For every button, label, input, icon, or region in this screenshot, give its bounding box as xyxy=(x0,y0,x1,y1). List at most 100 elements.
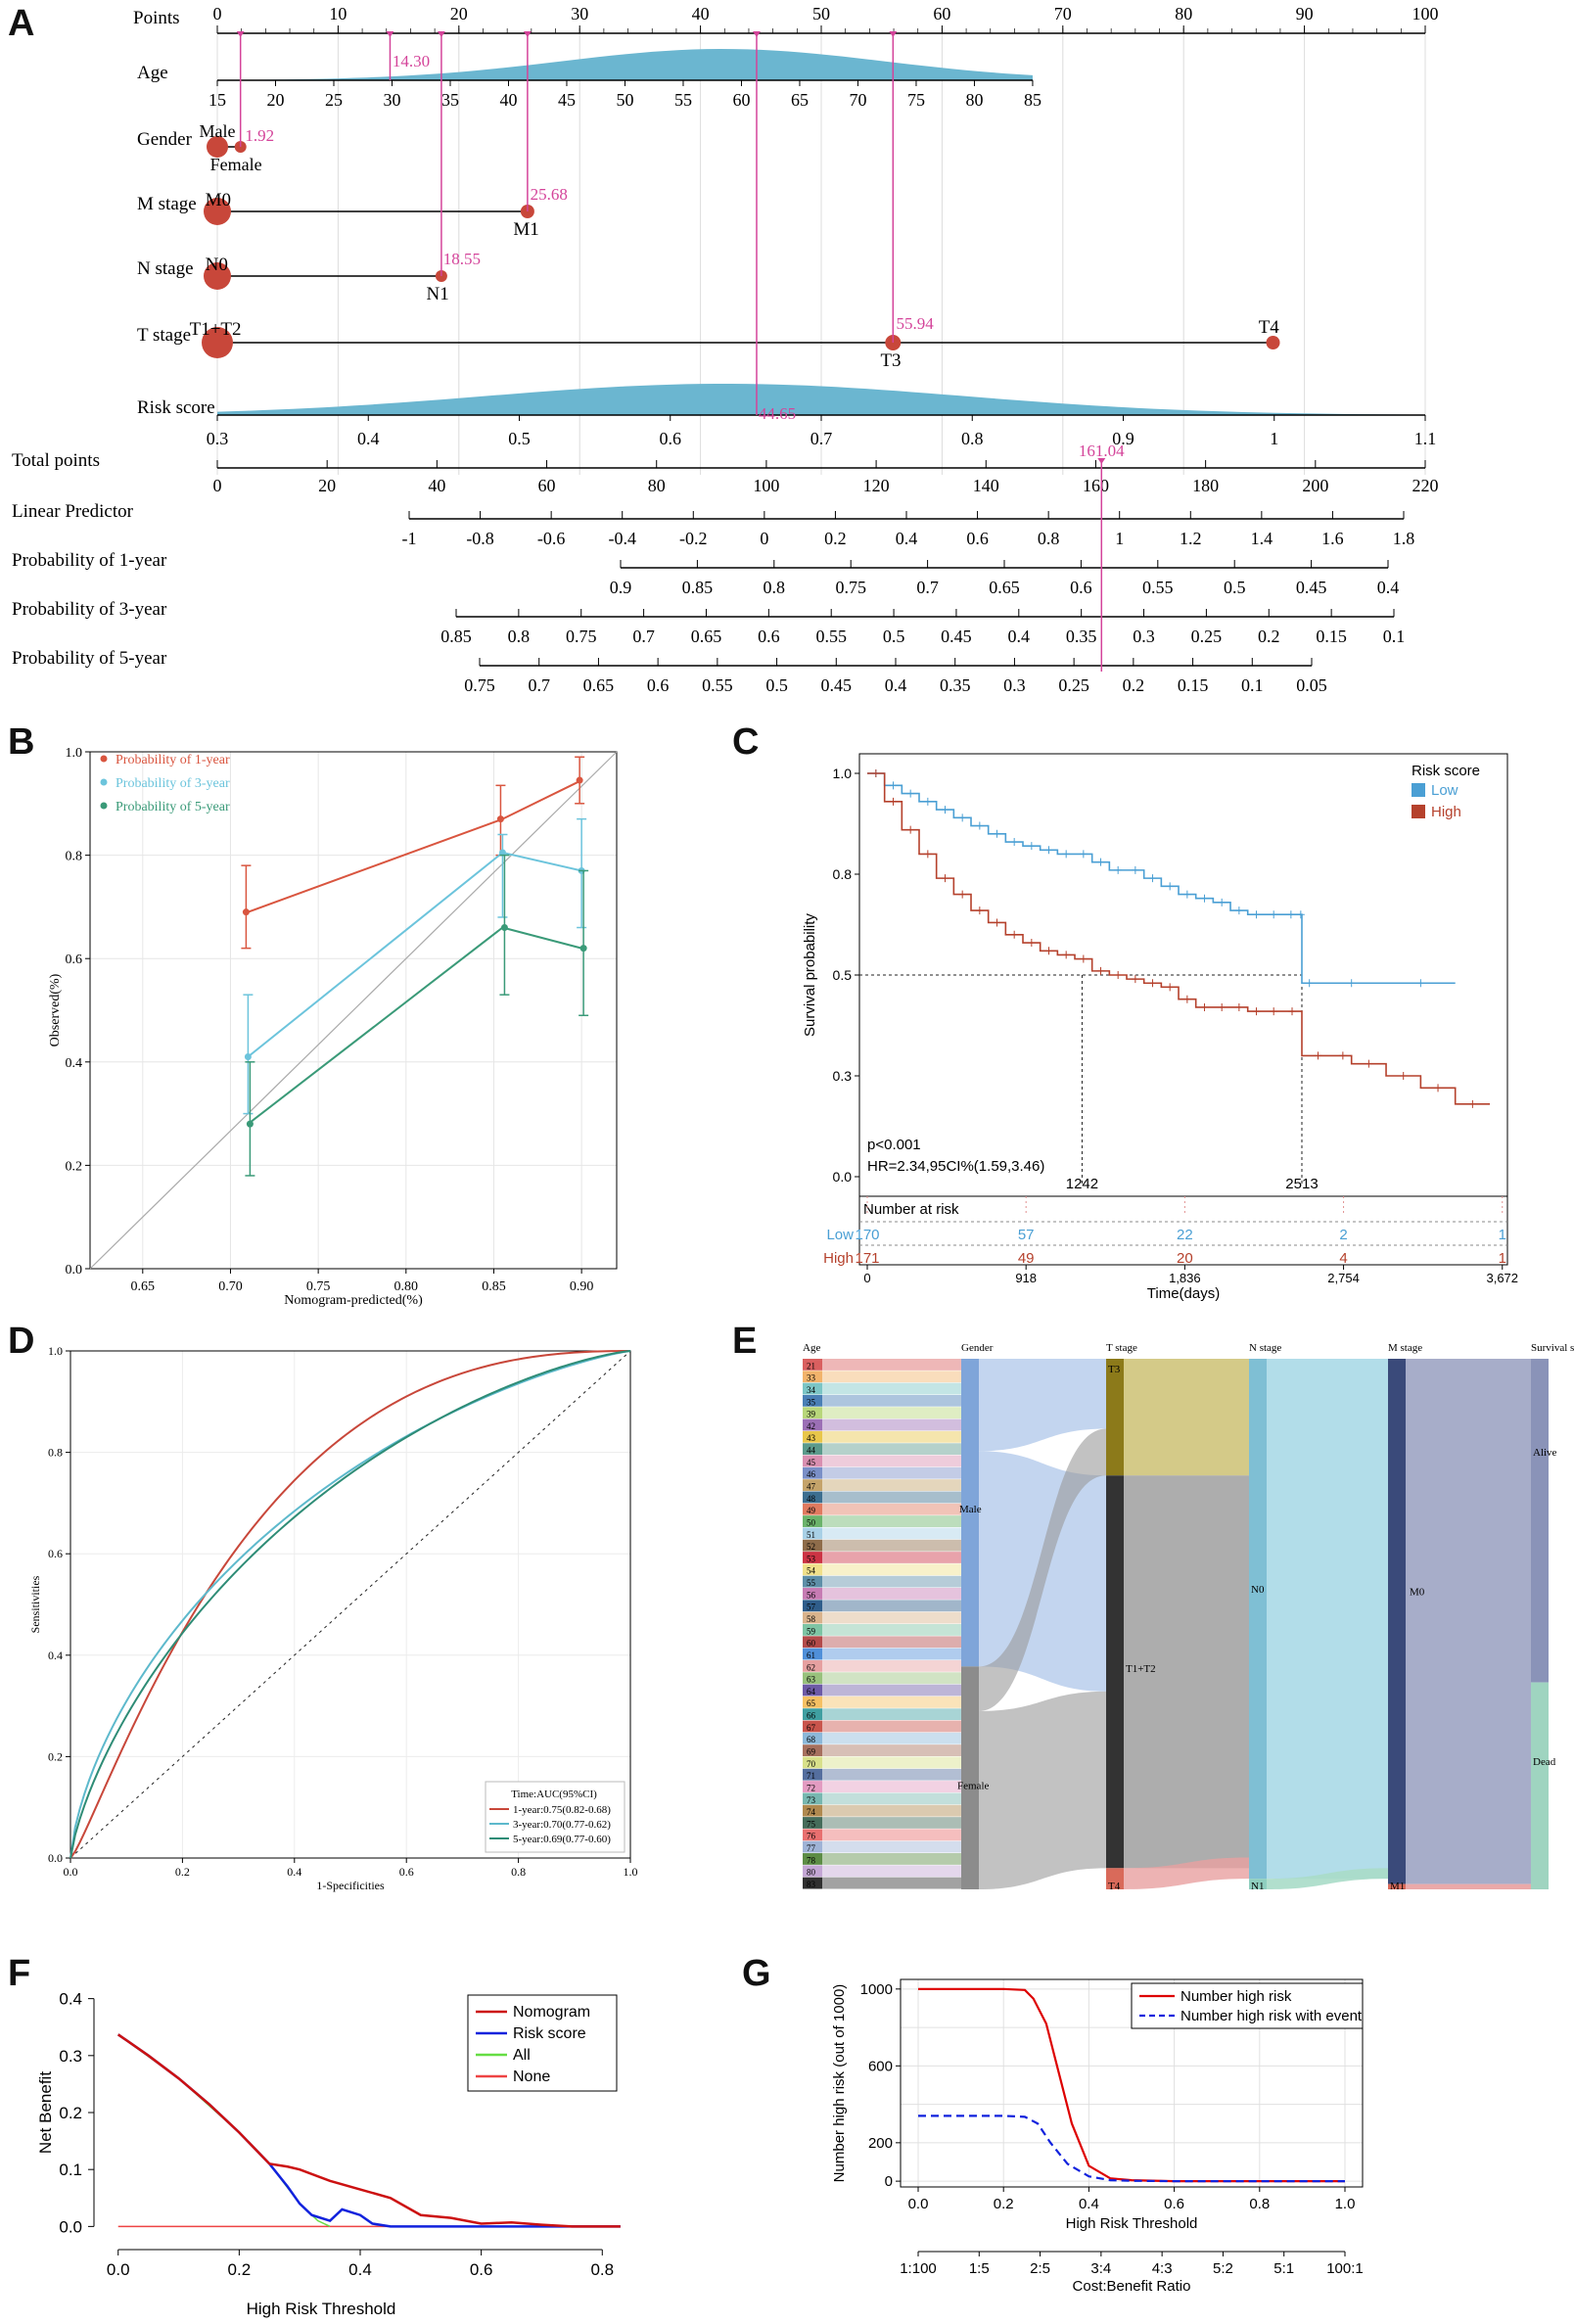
net-benefit-curve xyxy=(117,2033,331,2228)
age-node-label: 67 xyxy=(807,1723,816,1733)
total-pointer-arrow xyxy=(1097,458,1106,464)
legend-label: 3-year:0.70(0.77-0.62) xyxy=(513,1819,611,1831)
total-tick-label: 100 xyxy=(753,476,779,495)
plot-frame xyxy=(900,1978,1364,2188)
legend-label: Nomogram xyxy=(513,2004,590,2021)
sankey-flow xyxy=(822,1804,961,1817)
sankey-flow xyxy=(822,1418,961,1431)
y-tick-label: 0.0 xyxy=(48,1851,63,1865)
censor-mark xyxy=(993,829,1001,838)
sankey-node xyxy=(1106,1868,1124,1889)
hazard-ratio: HR=2.34,95CI%(1.59,3.46) xyxy=(867,1158,1044,1175)
censor-mark xyxy=(1027,842,1036,851)
scale-tick-label: 0.45 xyxy=(1296,578,1327,597)
sankey-node xyxy=(1388,1359,1406,1884)
age-node-label: 65 xyxy=(807,1698,816,1708)
x-tick-label: 2,754 xyxy=(1327,1271,1360,1285)
sankey-node-label: Female xyxy=(957,1781,989,1792)
legend-swatch xyxy=(1412,805,1425,818)
sankey-flow xyxy=(822,1371,961,1383)
censor-mark xyxy=(1338,1051,1347,1060)
column-header: T stage xyxy=(1106,1342,1137,1354)
legend-box xyxy=(1131,1982,1364,2029)
age-node xyxy=(803,1503,822,1515)
pointer-arrow xyxy=(386,31,394,37)
censor-mark xyxy=(1252,910,1261,919)
legend-dot xyxy=(100,755,108,763)
scale-tick-label: 0.5 xyxy=(1224,578,1246,597)
calibration-line xyxy=(248,779,582,913)
sankey-flow xyxy=(822,1744,961,1756)
scale-tick-label: -0.8 xyxy=(466,529,494,548)
scale-tick-label: 0.8 xyxy=(764,578,786,597)
legend-label: Number high risk with event xyxy=(1180,2008,1363,2024)
age-node-label: 51 xyxy=(807,1530,815,1540)
x-tick-label: 0.2 xyxy=(175,1865,190,1879)
x-axis-label: High Risk Threshold xyxy=(247,2300,396,2318)
censor-mark xyxy=(1365,1059,1373,1068)
risk-tick-label: 0.8 xyxy=(961,429,984,448)
x-axis-label: High Risk Threshold xyxy=(1066,2215,1198,2232)
axis-label: T stage xyxy=(137,325,191,346)
scale-tick-label: 0.3 xyxy=(1003,675,1026,695)
t4-dot xyxy=(1266,336,1280,349)
legend-box xyxy=(485,1781,625,1853)
diagonal-reference xyxy=(89,751,618,1270)
censor-mark xyxy=(941,874,949,883)
scale-tick-label: 0.65 xyxy=(989,578,1020,597)
censor-mark xyxy=(1079,850,1088,859)
n-stage-points-label: 18.55 xyxy=(443,250,481,268)
scale-tick-label: 0.75 xyxy=(464,675,495,695)
axis-label: Points xyxy=(133,8,180,28)
censor-mark xyxy=(1148,979,1157,988)
censor-mark xyxy=(1079,954,1088,963)
sankey-flow xyxy=(822,1359,961,1371)
points-tick-label: 0 xyxy=(213,4,222,23)
age-node-label: 54 xyxy=(807,1566,816,1576)
age-node-label: 70 xyxy=(807,1759,816,1769)
age-node xyxy=(803,1840,822,1853)
ratio-axis-label: Cost:Benefit Ratio xyxy=(1073,2278,1191,2295)
axis-label: Gender xyxy=(137,129,193,150)
age-density xyxy=(217,49,1033,80)
age-tick-label: 85 xyxy=(1024,90,1042,110)
age-node xyxy=(803,1768,822,1781)
points-tick-label: 50 xyxy=(812,4,830,23)
censor-mark xyxy=(993,918,1001,927)
age-node xyxy=(803,1611,822,1624)
y-axis-label: Observed(%) xyxy=(48,973,63,1046)
scale-tick-label: 0.65 xyxy=(583,675,615,695)
calibration-point xyxy=(244,1053,252,1061)
sankey-node-label: M1 xyxy=(1390,1881,1405,1892)
median-label: 2513 xyxy=(1285,1176,1318,1192)
sankey-flow xyxy=(822,1588,961,1600)
y-tick-label: 0.1 xyxy=(59,2161,82,2179)
scale-tick-label: 0.7 xyxy=(528,675,550,695)
age-node-label: 77 xyxy=(807,1843,816,1853)
clinical-impact-panel: 0 200 600 1000 0.0 0.2 0.4 0.6 0.8 1.0 High Risk T… xyxy=(831,1978,1364,2295)
risk-tick-label: 0.3 xyxy=(207,429,229,448)
axis-label: Total points xyxy=(12,450,100,471)
age-node-label: 35 xyxy=(807,1397,816,1407)
sankey-flow xyxy=(822,1611,961,1624)
age-node-label: 39 xyxy=(807,1410,816,1419)
gender-female-label: Female xyxy=(210,155,262,174)
censor-mark xyxy=(1270,1007,1278,1016)
sankey-flow xyxy=(822,1503,961,1515)
risk-row-label: Low xyxy=(826,1227,854,1243)
sankey-node-label: Dead xyxy=(1533,1756,1556,1768)
age-node xyxy=(803,1684,822,1697)
sankey-flow xyxy=(822,1756,961,1769)
age-node-label: 75 xyxy=(807,1819,816,1829)
x-tick-label: 0.0 xyxy=(64,1865,78,1879)
sankey-flow xyxy=(822,1443,961,1456)
y-axis-label: Survival probability xyxy=(802,913,818,1037)
risk-count: 1 xyxy=(1499,1250,1506,1267)
nomogram-panel: Points Age Gender M stage N stage T stage Risk… xyxy=(12,4,1439,695)
total-tick-label: 120 xyxy=(863,476,890,495)
x-tick-label: 0.8 xyxy=(590,2260,614,2279)
x-tick-label: 0.85 xyxy=(482,1279,506,1294)
scale-tick-label: 0.85 xyxy=(440,627,472,646)
censor-mark xyxy=(1218,898,1227,906)
sankey-flow xyxy=(822,1552,961,1563)
